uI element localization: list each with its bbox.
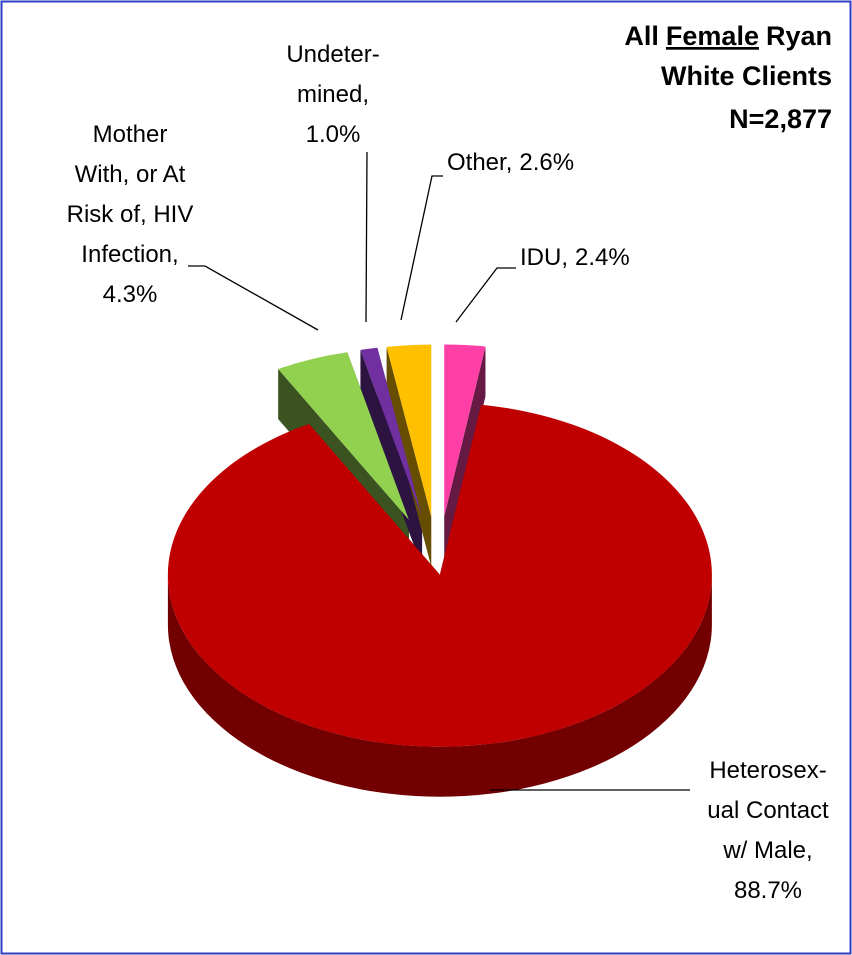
value-label: 88.7% — [734, 877, 802, 904]
label-line: IDU, — [520, 244, 568, 271]
label-line: mined, — [297, 81, 369, 108]
chart-subtitle: N=2,877 — [729, 104, 832, 134]
data-label: Other, 2.6% — [447, 149, 574, 176]
label-line: Mother — [93, 121, 168, 148]
leader-line — [400, 175, 443, 321]
pie — [167, 344, 712, 797]
label-line: ual Contact — [707, 797, 829, 824]
label-line: Risk of, HIV — [67, 201, 194, 228]
leader-line — [188, 265, 319, 331]
leader-line — [365, 151, 368, 323]
data-label: Heterosex-ual Contact w/ Male, 88.7% — [707, 757, 829, 904]
value-label: 2.6% — [519, 149, 574, 176]
chart-title: White Clients — [661, 61, 832, 91]
slice — [444, 344, 486, 517]
chart-title: All Female Ryan — [624, 21, 832, 51]
title-word: White Clients — [661, 61, 832, 91]
slice — [360, 347, 423, 518]
labels: IDU, 2.4% Heterosex-ual Contact w/ Male, 88.… — [67, 41, 829, 904]
label-line: Undeter- — [286, 41, 379, 68]
value-label: 4.3% — [103, 281, 158, 308]
value-label: 1.0% — [306, 121, 361, 148]
label-line: With, or At — [75, 161, 186, 188]
title-word: All — [624, 21, 659, 51]
data-label: Undeter-mined, 1.0% — [286, 41, 379, 148]
slice — [386, 344, 432, 517]
label-line: Infection, — [81, 241, 178, 268]
title-word: Female — [666, 21, 759, 51]
data-label: IDU, 2.4% — [520, 244, 630, 271]
data-label: Mother With, or At Risk of, HIV Infection, 4… — [67, 121, 194, 308]
slice-wall — [360, 349, 423, 568]
label-line: w/ Male, — [722, 837, 812, 864]
slice-wall — [444, 346, 486, 567]
leader-line — [455, 267, 516, 323]
title-word: Ryan — [766, 21, 832, 51]
label-line: Heterosex- — [709, 757, 826, 784]
value-label: 2.4% — [575, 244, 630, 271]
label-line: Other, — [447, 149, 512, 176]
slice — [167, 404, 712, 747]
slice — [278, 352, 409, 520]
slice-side — [167, 574, 712, 797]
